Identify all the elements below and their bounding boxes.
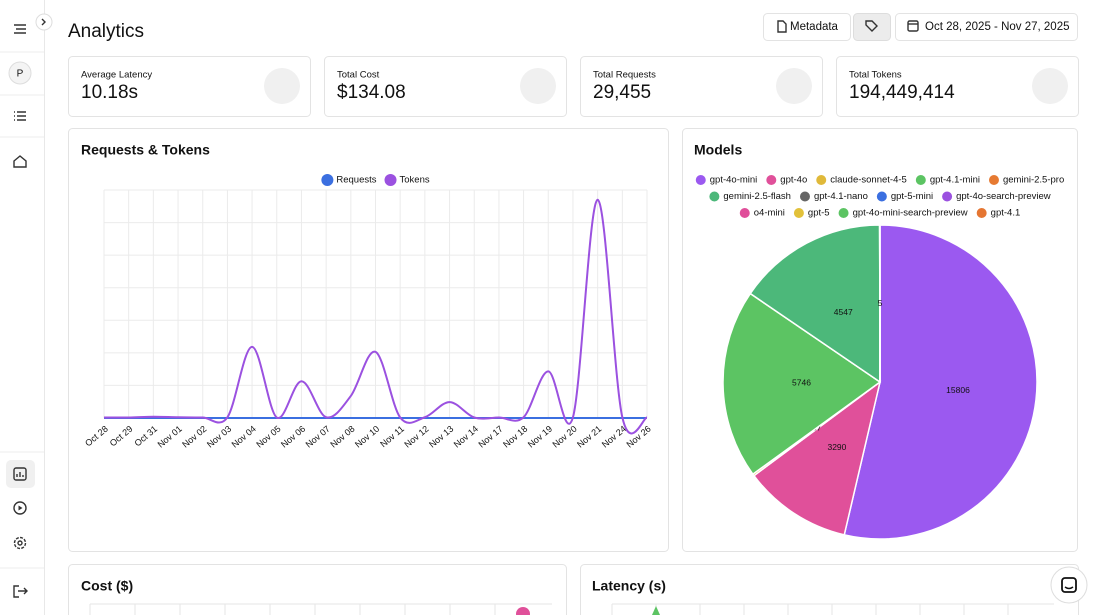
legend-item: claude-sonnet-4-5 (816, 175, 907, 186)
legend-swatch (816, 175, 827, 185)
legend-item: gpt-5-mini (876, 191, 933, 202)
legend-label: gpt-4o (780, 175, 807, 186)
stat-icon (1032, 68, 1068, 104)
slice-label: 5746 (792, 377, 811, 387)
date-range-button[interactable] (895, 13, 1078, 41)
legend-swatch (838, 208, 849, 218)
legend-label: claude-sonnet-4-5 (830, 175, 907, 186)
legend-label: gpt-4.1-mini (930, 175, 980, 186)
chart-title: Models (694, 142, 742, 158)
legend-label: o4-mini (754, 208, 785, 219)
requests-tokens-panel (68, 128, 669, 552)
page-title: Analytics (68, 21, 144, 42)
cost-panel (68, 564, 567, 615)
legend-label: gemini-2.5-flash (723, 191, 791, 202)
list-icon[interactable] (14, 111, 26, 121)
legend-item: gemini-2.5-flash (709, 191, 791, 202)
legend-label: gpt-5 (808, 208, 830, 219)
legend-item: gpt-5 (793, 208, 830, 219)
legend-label: gemini-2.5-pro (1003, 175, 1064, 186)
pie-slice (752, 380, 882, 536)
legend-swatch (915, 175, 926, 185)
avatar[interactable] (8, 61, 32, 85)
legend-swatch (942, 191, 953, 202)
legend-swatch (793, 208, 804, 218)
settings-icon[interactable] (13, 536, 27, 550)
legend-swatch (709, 191, 720, 202)
legend-swatch (766, 175, 777, 185)
legend-swatch (799, 191, 810, 202)
metadata-button[interactable] (763, 13, 851, 41)
legend-item: gpt-4o (766, 175, 807, 186)
pie-slice (722, 292, 882, 476)
legend-swatch (976, 208, 987, 218)
stat-label: Total Requests (593, 70, 656, 81)
chart-title: Requests & Tokens (81, 142, 210, 158)
logo[interactable] (14, 24, 26, 34)
date-range: Oct 28, 2025 - Nov 27, 2025 (925, 21, 1069, 33)
stat-card (324, 56, 567, 117)
tag-button[interactable] (853, 13, 891, 41)
stat-card (580, 56, 823, 117)
chat-button[interactable] (1050, 566, 1088, 604)
legend-item: gpt-4o-mini (695, 175, 758, 186)
legend-swatch (988, 175, 999, 185)
legend-swatch (384, 174, 397, 186)
legend-swatch (321, 174, 334, 186)
legend-item: o4-mini (739, 208, 785, 219)
legend-swatch (876, 191, 887, 202)
slice-label: 5 (878, 298, 883, 308)
legend-item: gpt-4.1 (976, 208, 1021, 219)
stat-value: 10.18s (81, 82, 138, 103)
stat-card (68, 56, 311, 117)
slice-label: 3290 (827, 442, 846, 452)
legend-label: gpt-4o-search-preview (956, 191, 1051, 202)
stat-card (836, 56, 1079, 117)
stat-label: Total Cost (337, 70, 380, 81)
stat-value: 194,449,414 (849, 82, 955, 103)
stat-label: Average Latency (81, 70, 152, 81)
stat-label: Total Tokens (849, 70, 902, 81)
metadata-label: Metadata (790, 21, 839, 33)
legend-label: gpt-4o-mini-search-preview (853, 208, 968, 219)
slice-label: 15806 (946, 385, 970, 395)
pie-slice (843, 224, 1038, 540)
legend-label: gpt-5-mini (891, 191, 933, 202)
collapse-button[interactable] (35, 13, 53, 31)
legend-label: gpt-4o-mini (710, 175, 758, 186)
legend-label: Requests (336, 175, 376, 186)
legend-item: gpt-4.1-mini (915, 175, 980, 186)
pie-slice (749, 224, 881, 384)
panel-title: Cost ($) (81, 578, 133, 594)
stat-icon (776, 68, 812, 104)
partial-grid (89, 603, 1054, 615)
slice-label: 4547 (834, 307, 853, 317)
home-icon[interactable] (13, 155, 27, 168)
avatar-letter: P (17, 69, 24, 80)
legend-swatch (739, 208, 750, 218)
legend: Requests Tokens (321, 174, 430, 186)
stat-value: $134.08 (337, 82, 406, 103)
stat-icon (520, 68, 556, 104)
legend-item: gemini-2.5-pro (988, 175, 1064, 186)
partial-point (516, 607, 530, 615)
legend-swatch (695, 175, 706, 185)
stat-value: 29,455 (593, 82, 651, 103)
legend-label: gpt-4.1 (991, 208, 1021, 219)
stat-icon (264, 68, 300, 104)
legend-label: gpt-4.1-nano (814, 191, 868, 202)
legend-item: gpt-4.1-nano (799, 191, 868, 202)
legend-item: gpt-4o-mini-search-preview (838, 208, 968, 219)
legend-label: Tokens (400, 175, 430, 186)
legend-item: gpt-4o-search-preview (942, 191, 1051, 202)
play-icon[interactable] (13, 501, 27, 515)
logout-icon[interactable] (13, 585, 28, 598)
panel-title: Latency (s) (592, 578, 666, 594)
partial-point (652, 606, 660, 615)
line-series (103, 198, 648, 435)
sidebar: P (0, 0, 53, 615)
